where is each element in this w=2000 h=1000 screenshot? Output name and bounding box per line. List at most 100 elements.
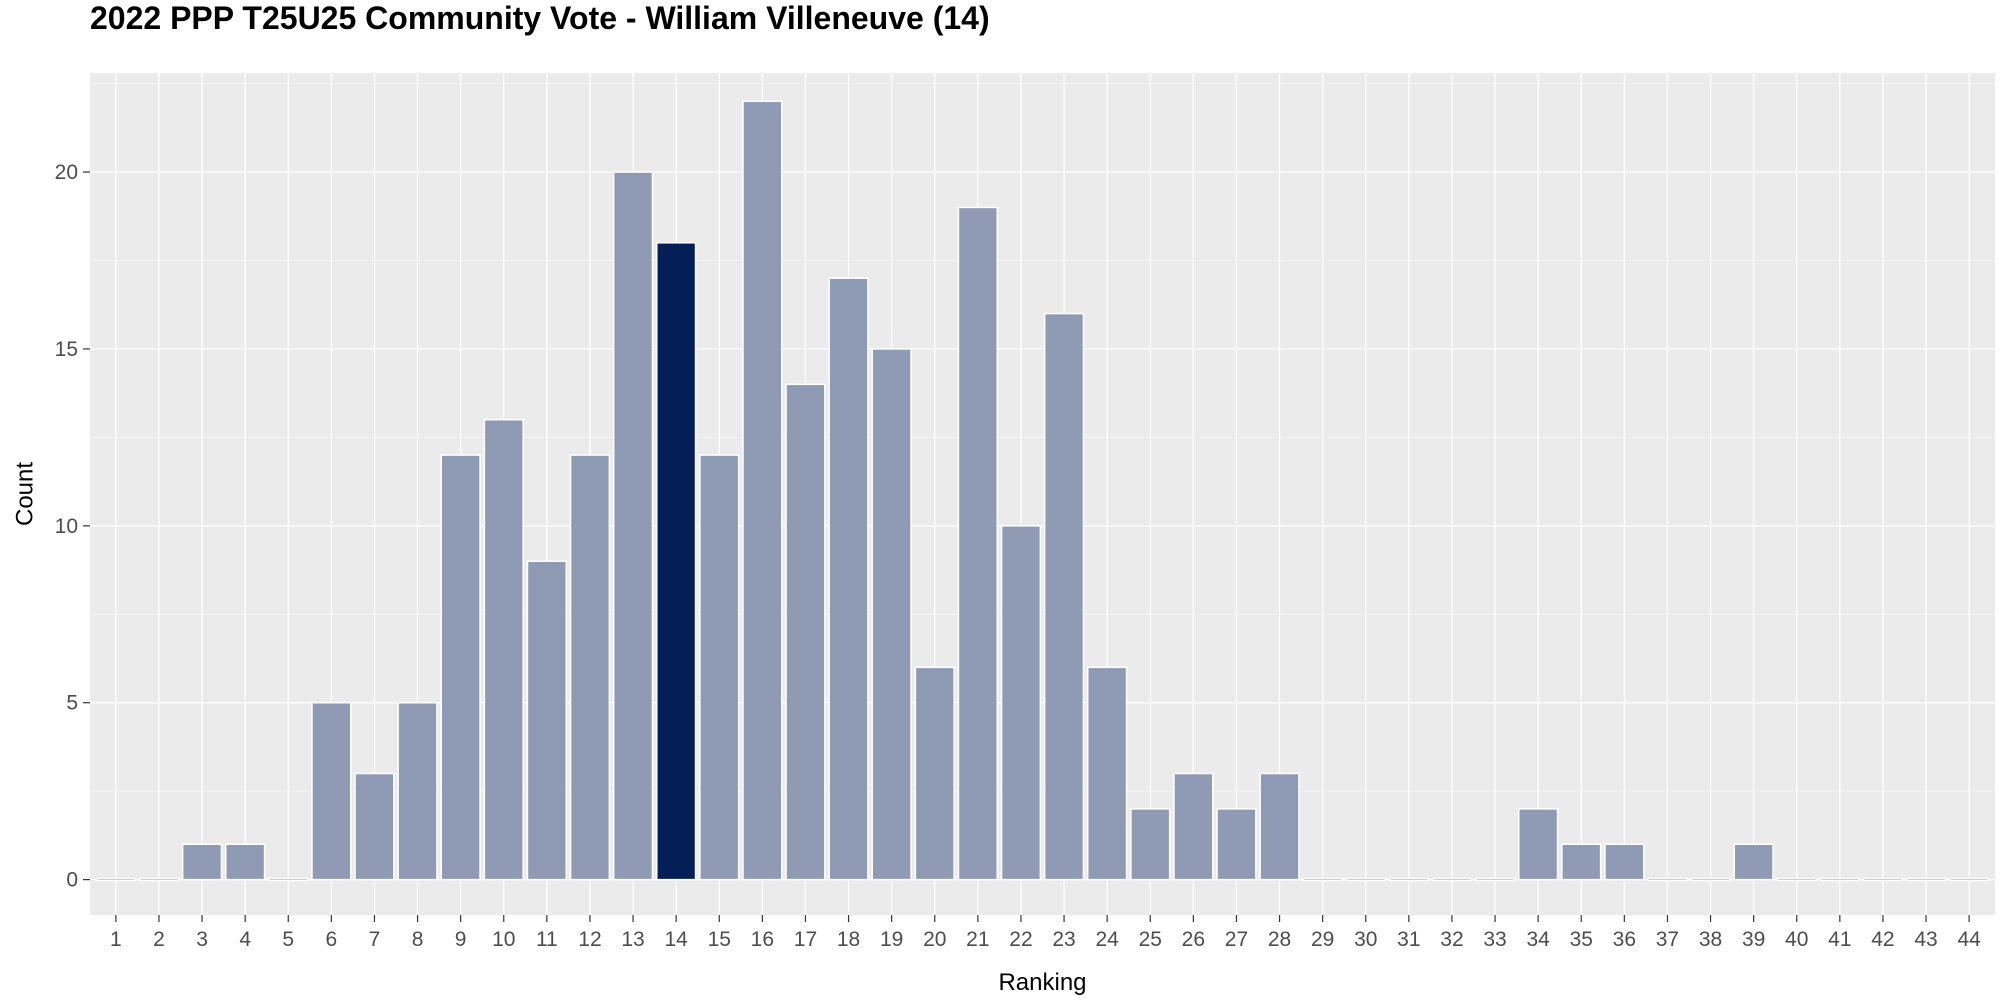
bar-2	[138, 877, 180, 882]
bar-24	[1087, 666, 1128, 881]
bar-12	[569, 454, 611, 881]
x-tick-label: 6	[326, 928, 338, 951]
x-tick-label: 42	[1871, 928, 1894, 951]
bar-40	[1776, 877, 1817, 882]
bar-8	[397, 701, 438, 881]
x-tick-label: 35	[1570, 928, 1593, 951]
bar-22	[1000, 525, 1042, 881]
bar-13	[612, 171, 654, 881]
x-tick-label: 13	[621, 928, 644, 951]
bar-29	[1302, 877, 1343, 882]
bar-7	[354, 772, 395, 881]
bar-25	[1130, 808, 1171, 881]
bar-37	[1647, 877, 1688, 882]
x-tick-label: 23	[1052, 928, 1075, 951]
x-tick-label: 25	[1139, 928, 1162, 951]
bar-38	[1690, 877, 1731, 882]
x-tick-label: 26	[1182, 928, 1205, 951]
bar-21	[957, 206, 998, 881]
bar-17	[785, 383, 826, 881]
x-tick-label: 2	[153, 928, 165, 951]
x-tick-label: 24	[1095, 928, 1119, 951]
y-tick-label: 5	[66, 692, 78, 715]
x-axis-title: Ranking	[998, 969, 1086, 996]
chart-title: 2022 PPP T25U25 Community Vote - William…	[90, 0, 990, 36]
x-tick-label: 38	[1699, 928, 1722, 951]
x-tick-label: 40	[1785, 928, 1808, 951]
x-tick-label: 10	[492, 928, 515, 951]
bar-42	[1862, 877, 1904, 882]
bar-16	[742, 100, 783, 881]
y-axis-title: Count	[11, 462, 38, 526]
bar-31	[1388, 877, 1429, 882]
x-tick-label: 22	[1009, 928, 1032, 951]
x-tick-label: 4	[239, 928, 251, 951]
x-tick-label: 16	[751, 928, 774, 951]
bar-26	[1173, 772, 1214, 881]
x-tick-label: 5	[282, 928, 294, 951]
x-tick-label: 12	[578, 928, 601, 951]
x-tick-label: 31	[1397, 928, 1420, 951]
bar-23	[1043, 312, 1085, 881]
bar-5	[268, 877, 309, 882]
x-tick-label: 44	[1957, 928, 1981, 951]
bar-43	[1905, 877, 1947, 882]
bar-32	[1431, 877, 1473, 882]
bar-28	[1259, 772, 1300, 881]
x-tick-label: 33	[1483, 928, 1506, 951]
bar-35	[1561, 843, 1602, 881]
x-tick-label: 14	[664, 928, 688, 951]
bar-3	[181, 843, 223, 881]
bar-11	[526, 560, 567, 881]
x-tick-label: 37	[1656, 928, 1679, 951]
x-tick-label: 7	[369, 928, 381, 951]
x-tick-label: 32	[1440, 928, 1463, 951]
bar-1	[95, 877, 137, 882]
y-tick-label: 20	[55, 161, 78, 184]
bar-33	[1474, 877, 1516, 882]
x-tick-label: 28	[1268, 928, 1291, 951]
x-tick-label: 19	[880, 928, 903, 951]
x-tick-label: 17	[794, 928, 817, 951]
bar-10	[483, 418, 524, 881]
x-tick-label: 3	[196, 928, 208, 951]
bar-14	[656, 242, 697, 881]
bar-44	[1948, 877, 1990, 882]
bar-39	[1733, 843, 1774, 881]
bar-18	[828, 277, 869, 881]
x-tick-label: 8	[412, 928, 424, 951]
x-tick-label: 39	[1742, 928, 1765, 951]
y-tick-label: 10	[55, 515, 78, 538]
x-tick-label: 20	[923, 928, 946, 951]
x-tick-label: 36	[1613, 928, 1636, 951]
bars	[95, 100, 1990, 882]
bar-4	[225, 843, 266, 881]
bar-34	[1518, 808, 1559, 881]
x-tick-label: 43	[1914, 928, 1937, 951]
bar-41	[1819, 877, 1860, 882]
x-tick-label: 27	[1225, 928, 1248, 951]
x-tick-label: 41	[1828, 928, 1851, 951]
x-tick-label: 29	[1311, 928, 1334, 951]
x-axis-ticks: 1 2 3 4 5 6 7 8 9 10 11 12 13 14 15 16 17 18 19 20 21 22 23 24 2…	[110, 915, 1981, 951]
x-tick-label: 11	[536, 928, 558, 951]
x-tick-label: 1	[110, 928, 122, 951]
bar-27	[1216, 808, 1257, 881]
x-tick-label: 30	[1354, 928, 1377, 951]
x-tick-label: 15	[708, 928, 731, 951]
bar-36	[1604, 843, 1645, 881]
bar-15	[699, 454, 740, 881]
y-axis-ticks: 0 5 10 15 20	[55, 161, 90, 892]
y-tick-label: 15	[55, 338, 78, 361]
bar-6	[311, 701, 352, 881]
x-tick-label: 9	[455, 928, 467, 951]
bar-30	[1345, 877, 1386, 882]
bar-20	[914, 666, 955, 881]
bar-19	[871, 348, 912, 881]
x-tick-label: 34	[1526, 928, 1550, 951]
y-tick-label: 0	[66, 869, 78, 892]
x-tick-label: 21	[966, 928, 989, 951]
x-tick-label: 18	[837, 928, 860, 951]
bar-9	[440, 454, 481, 881]
